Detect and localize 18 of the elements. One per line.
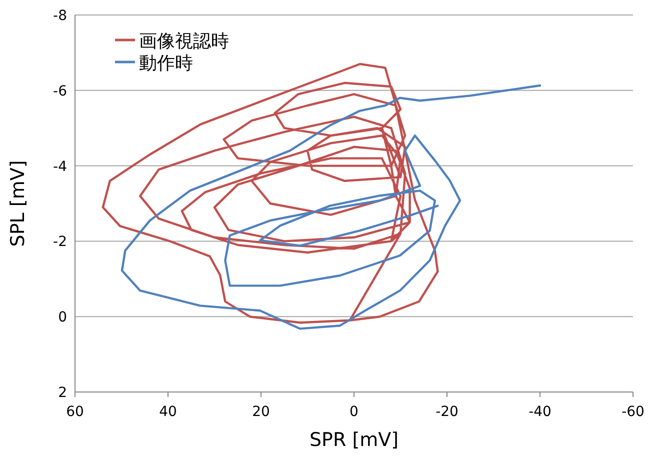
y-tick-label: 0 [58, 310, 67, 326]
x-axis-title: SPR [mV] [309, 429, 399, 451]
x-tick-label: 0 [350, 404, 358, 420]
legend-label: 画像視認時 [139, 31, 229, 52]
y-tick-label: 2 [58, 385, 67, 401]
line-series [120, 84, 542, 330]
y-tick-label: -8 [53, 8, 67, 24]
y-tick-label: -4 [53, 158, 68, 175]
y-tick-label: -2 [53, 234, 67, 250]
y-axis-title: SPL [mV] [7, 160, 29, 247]
x-tick-label: 20 [252, 404, 270, 420]
legend-label: 動作時 [139, 53, 193, 74]
x-tick-label: 40 [159, 404, 177, 420]
x-tick-label: -20 [436, 404, 458, 420]
x-tick-label: 60 [66, 404, 84, 420]
y-tick-label: -6 [53, 83, 68, 100]
x-tick-label: -60 [622, 404, 644, 420]
x-tick-label: -40 [528, 404, 552, 420]
